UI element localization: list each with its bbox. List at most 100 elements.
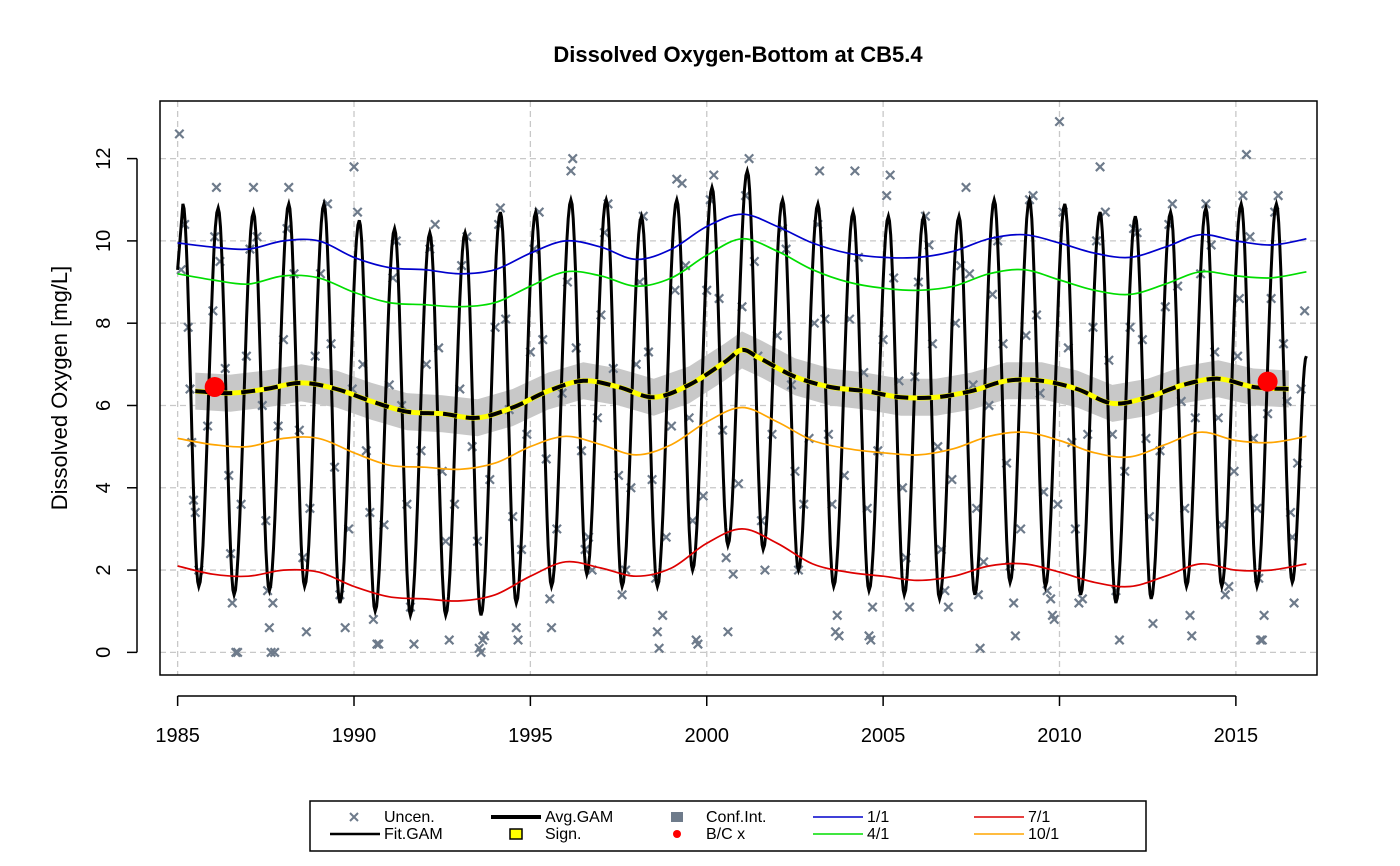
observation-point xyxy=(904,602,915,613)
observation-point xyxy=(430,219,441,230)
observation-point xyxy=(495,203,506,213)
observation-point xyxy=(1245,231,1255,242)
average-gam xyxy=(195,347,1289,421)
observation-point xyxy=(511,622,522,633)
observation-point xyxy=(174,128,185,139)
legend-item: Avg.GAM xyxy=(491,809,613,826)
observation-point xyxy=(728,569,739,580)
observation-point xyxy=(567,153,578,164)
y-tick-label: 12 xyxy=(93,147,115,169)
observation-point xyxy=(408,639,419,650)
observation-point xyxy=(1220,589,1231,600)
observation-point xyxy=(708,170,719,181)
observation-point xyxy=(677,178,688,189)
observation-point xyxy=(264,622,275,633)
observation-point xyxy=(232,647,243,658)
observation-point xyxy=(657,610,668,621)
observation-point xyxy=(932,441,943,452)
observation-point xyxy=(1054,116,1065,127)
observation-point xyxy=(975,643,986,654)
y-tick-label: 6 xyxy=(93,400,115,411)
observation-point xyxy=(544,593,555,604)
observation-point xyxy=(227,598,238,608)
observation-point xyxy=(744,153,755,164)
observation-point xyxy=(269,647,280,658)
confidence-interval-band xyxy=(195,331,1289,437)
observation-point xyxy=(476,647,486,658)
legend-item: Uncen. xyxy=(349,809,435,826)
observation-point xyxy=(1077,593,1088,604)
observation-point xyxy=(1223,581,1234,592)
observation-point xyxy=(1299,305,1310,316)
legend-item: 10/1 xyxy=(974,826,1059,843)
observation-point xyxy=(440,536,451,547)
observation-point xyxy=(1234,293,1245,304)
observation-point xyxy=(1008,598,1019,608)
x-tick-label: 1995 xyxy=(508,725,553,747)
observation-point xyxy=(832,610,843,621)
legend-label: Conf.Int. xyxy=(706,809,766,826)
x-tick-label: 2015 xyxy=(1214,725,1259,747)
observation-point xyxy=(1095,161,1106,172)
observation-point xyxy=(1049,614,1060,625)
observation-point xyxy=(248,182,259,193)
chart-title: Dissolved Oxygen-Bottom at CB5.4 xyxy=(553,42,923,67)
x-tick-label: 1985 xyxy=(155,725,200,747)
observation-point xyxy=(1289,598,1300,608)
bc-points xyxy=(204,371,1278,397)
fit-gam-line xyxy=(176,165,1308,622)
observation-point xyxy=(1257,635,1268,646)
observation-point xyxy=(444,635,455,646)
observation-point xyxy=(849,165,860,176)
observation-point xyxy=(301,626,312,637)
observation-point xyxy=(834,630,845,641)
legend-item: Sign. xyxy=(509,826,581,843)
y-axis: 0 2 4 6 8 10 12 xyxy=(93,147,138,658)
observation-point xyxy=(961,182,971,193)
observation-point xyxy=(283,182,294,193)
observation-point xyxy=(617,589,628,600)
observation-point xyxy=(1232,351,1243,362)
observation-point xyxy=(349,161,359,172)
series-line-10-1 xyxy=(177,406,1307,471)
legend-item: B/C x xyxy=(673,826,745,843)
observation-point xyxy=(1186,630,1197,641)
confidence-band xyxy=(195,331,1289,437)
observation-point xyxy=(1259,610,1270,621)
observation-point xyxy=(943,602,954,613)
observation-point xyxy=(371,639,382,650)
avg-gam-line xyxy=(195,347,1289,420)
bc-point xyxy=(204,376,225,397)
observation-point xyxy=(266,647,277,658)
observation-point xyxy=(885,170,896,181)
x-tick-label: 1990 xyxy=(332,725,377,747)
legend-item: 4/1 xyxy=(813,826,889,843)
y-tick-label: 0 xyxy=(93,647,115,658)
x-tick-label: 2000 xyxy=(685,725,730,747)
observation-point xyxy=(867,602,878,613)
legend-symbol-filled xyxy=(671,812,683,822)
legend-symbol-dot xyxy=(673,830,681,838)
observation-point xyxy=(1100,207,1111,218)
observation-point xyxy=(340,622,351,633)
plot-area-border xyxy=(159,100,1318,676)
fitted-gam xyxy=(176,165,1308,622)
observation-point xyxy=(1167,198,1178,209)
legend-label: 7/1 xyxy=(1028,809,1050,826)
legend-item: 7/1 xyxy=(974,809,1050,826)
observation-point xyxy=(733,478,744,489)
legend-label: Uncen. xyxy=(384,809,435,826)
observation-point xyxy=(1185,610,1195,621)
legend-label: B/C x xyxy=(706,826,745,843)
y-tick-label: 8 xyxy=(93,318,115,329)
observation-point xyxy=(513,635,524,646)
legend-label: Avg.GAM xyxy=(545,809,613,826)
observation-point xyxy=(1241,149,1252,160)
observation-point xyxy=(565,165,576,176)
legend-item: Fit.GAM xyxy=(330,826,443,843)
observation-point xyxy=(987,289,998,300)
x-tick-label: 2005 xyxy=(861,725,906,747)
observation-point xyxy=(978,556,989,567)
legend-box xyxy=(309,800,1147,852)
